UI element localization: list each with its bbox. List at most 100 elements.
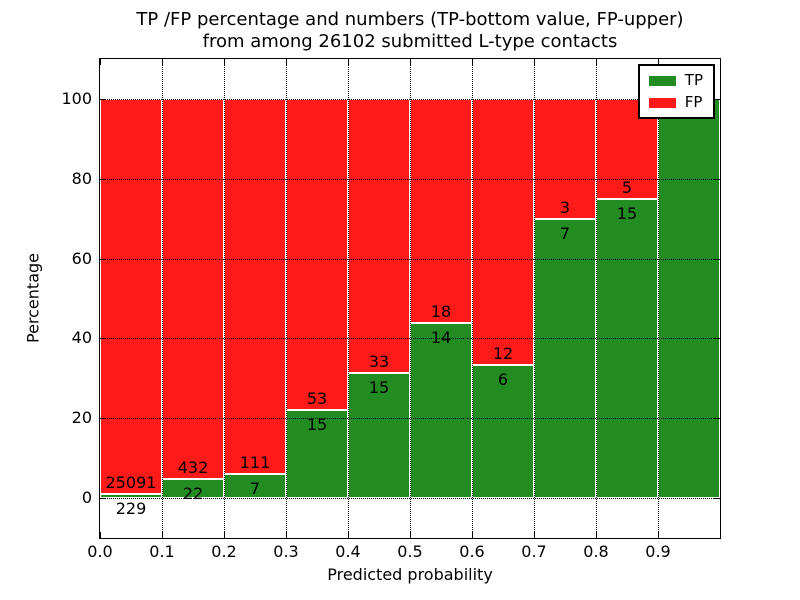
- bar-tp-segment: [410, 323, 472, 499]
- x-tick-label: 0.6: [459, 542, 485, 561]
- legend-swatch-fp: [648, 97, 676, 108]
- y-gridline: [100, 178, 720, 180]
- tp-count-label: 22: [182, 483, 204, 503]
- x-gridline: [472, 59, 473, 538]
- x-tick-top: [348, 59, 349, 65]
- bar-fp-segment: [286, 98, 348, 411]
- legend-item-tp: TP: [648, 71, 703, 89]
- fp-count-label: 3: [559, 197, 571, 217]
- y-tick-right: [714, 498, 720, 500]
- bar-fp-segment: [100, 98, 162, 495]
- x-tick-label: 0.7: [521, 542, 547, 561]
- x-tick-label: 0.3: [273, 542, 299, 561]
- tp-count-label: 7: [559, 223, 571, 243]
- x-gridline: [534, 59, 535, 538]
- x-tick-top: [100, 59, 101, 65]
- x-tick-label: 0.5: [397, 542, 423, 561]
- fp-count-label: 12: [492, 344, 514, 364]
- x-gridline: [410, 59, 411, 538]
- x-tick-label: 0.9: [645, 542, 671, 561]
- bar-fp-segment: [224, 98, 286, 475]
- x-gridline: [658, 59, 659, 538]
- legend: TP FP: [637, 64, 715, 119]
- legend-item-fp: FP: [648, 93, 703, 111]
- y-tick-left: [100, 498, 106, 500]
- plot-area: TP FP 25091 229 432 22 111 7 53 15 33 15 18 14 12 6 3 7…: [99, 58, 721, 539]
- y-axis-label: Percentage: [23, 252, 43, 344]
- y-tick-left: [100, 98, 106, 100]
- bar-tp-segment: [534, 218, 596, 499]
- x-tick-label: 0.1: [149, 542, 175, 561]
- x-tick-top: [410, 59, 411, 65]
- x-tick-top: [596, 59, 597, 65]
- fp-count-label: 53: [306, 389, 328, 409]
- fp-count-label: 5: [621, 177, 633, 197]
- x-tick-label: 0.4: [335, 542, 361, 561]
- bar-fp-segment: [472, 98, 534, 366]
- x-tick-top: [534, 59, 535, 65]
- x-tick-bottom: [100, 532, 101, 538]
- y-tick-label: 60: [71, 248, 92, 268]
- x-tick-bottom: [534, 532, 535, 538]
- legend-label-fp: FP: [684, 93, 703, 111]
- y-tick-label: 20: [71, 408, 92, 428]
- x-gridline: [286, 59, 287, 538]
- y-tick-label: 100: [61, 88, 92, 108]
- x-tick-label: 0.8: [583, 542, 609, 561]
- y-tick-left: [100, 258, 106, 260]
- bar-tp-segment: [596, 198, 658, 499]
- fp-count-label: 432: [177, 457, 209, 477]
- tp-count-label: 15: [616, 203, 638, 223]
- x-tick-label: 0.0: [87, 542, 113, 561]
- y-tick-left: [100, 418, 106, 420]
- chart-title-line2: from among 26102 submitted L-type contac…: [202, 31, 618, 52]
- legend-swatch-tp: [648, 75, 676, 86]
- y-tick-left: [100, 178, 106, 180]
- tp-count-label: 15: [306, 415, 328, 435]
- y-tick-right: [714, 338, 720, 340]
- x-tick-label: 0.2: [211, 542, 237, 561]
- chart-title-line1: TP /FP percentage and numbers (TP-bottom…: [136, 9, 684, 30]
- x-tick-bottom: [224, 532, 225, 538]
- y-tick-right: [714, 98, 720, 100]
- x-tick-top: [162, 59, 163, 65]
- y-gridline: [100, 98, 720, 100]
- x-tick-bottom: [596, 532, 597, 538]
- y-gridline: [100, 258, 720, 260]
- fp-count-label: 18: [430, 302, 452, 322]
- y-tick-label: 0: [81, 488, 92, 508]
- tp-count-label: 7: [249, 479, 261, 499]
- tp-count-label: 15: [368, 378, 390, 398]
- legend-label-tp: TP: [684, 71, 703, 89]
- tp-count-label: 229: [115, 499, 147, 519]
- x-tick-bottom: [286, 532, 287, 538]
- x-tick-bottom: [410, 532, 411, 538]
- x-tick-bottom: [162, 532, 163, 538]
- x-gridline: [162, 59, 163, 538]
- y-tick-right: [714, 258, 720, 260]
- bar-fp-segment: [410, 98, 472, 324]
- x-tick-bottom: [472, 532, 473, 538]
- tp-count-label: 6: [497, 370, 509, 390]
- y-tick-right: [714, 418, 720, 420]
- x-tick-top: [472, 59, 473, 65]
- y-gridline: [100, 498, 720, 500]
- tp-count-label: 14: [430, 328, 452, 348]
- y-gridline: [100, 418, 720, 420]
- x-gridline: [348, 59, 349, 538]
- bar-fp-segment: [162, 98, 224, 479]
- fp-count-label: 33: [368, 352, 390, 372]
- y-tick-right: [714, 178, 720, 180]
- x-tick-top: [224, 59, 225, 65]
- bar-fp-segment: [348, 98, 410, 374]
- x-axis-label: Predicted probability: [327, 565, 493, 584]
- x-gridline: [224, 59, 225, 538]
- y-tick-label: 40: [71, 328, 92, 348]
- x-tick-bottom: [348, 532, 349, 538]
- y-tick-left: [100, 338, 106, 340]
- chart-title: TP /FP percentage and numbers (TP-bottom…: [100, 9, 720, 53]
- x-tick-bottom: [658, 532, 659, 538]
- bar-tp-segment: [100, 494, 162, 499]
- x-tick-top: [658, 59, 659, 65]
